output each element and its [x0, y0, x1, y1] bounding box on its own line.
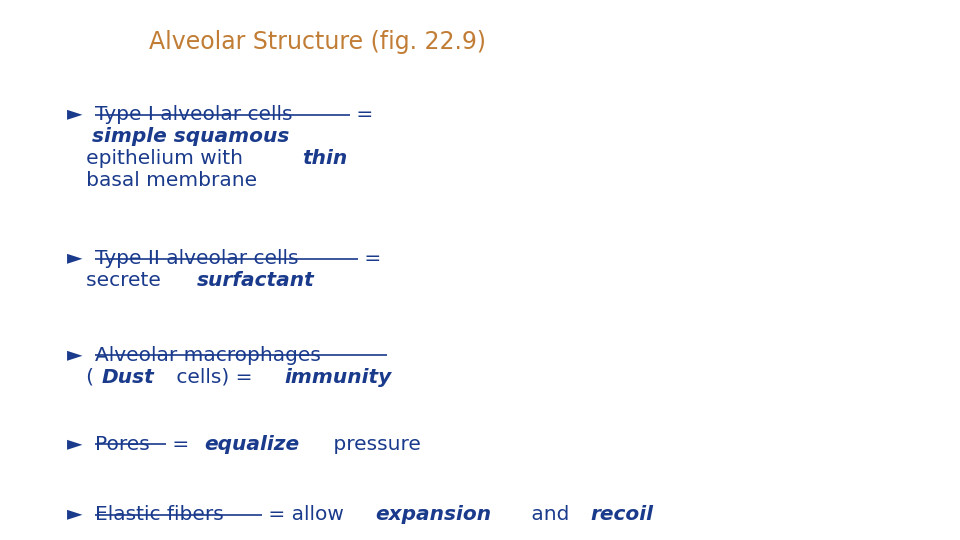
Text: Alveolar Structure (fig. 22.9): Alveolar Structure (fig. 22.9)	[149, 30, 486, 53]
Text: ►: ►	[67, 249, 89, 268]
Text: secrete: secrete	[67, 272, 167, 291]
Text: =: =	[166, 435, 196, 454]
Text: Pores: Pores	[95, 435, 150, 454]
Text: epithelium with: epithelium with	[67, 149, 250, 168]
Text: Type I alveolar cells: Type I alveolar cells	[95, 105, 293, 124]
Text: = allow: = allow	[261, 505, 349, 524]
Text: equalize: equalize	[204, 435, 300, 454]
Text: simple squamous: simple squamous	[92, 127, 289, 146]
Text: Type II alveolar cells: Type II alveolar cells	[95, 249, 299, 268]
Text: Dust: Dust	[102, 368, 155, 387]
Text: ►: ►	[67, 105, 89, 124]
Text: ►: ►	[67, 435, 89, 454]
Text: surfactant: surfactant	[197, 272, 314, 291]
Text: ►: ►	[67, 505, 89, 524]
Text: cells) =: cells) =	[170, 368, 259, 387]
Text: basal membrane: basal membrane	[67, 171, 257, 190]
Text: Alveolar macrophages: Alveolar macrophages	[95, 346, 322, 365]
Text: immunity: immunity	[285, 368, 392, 387]
Text: and: and	[525, 505, 576, 524]
Text: expansion: expansion	[375, 505, 492, 524]
Text: (: (	[67, 368, 94, 387]
Text: ►: ►	[67, 346, 89, 365]
Text: Elastic fibers: Elastic fibers	[95, 505, 225, 524]
Text: recoil: recoil	[590, 505, 654, 524]
Text: pressure: pressure	[327, 435, 420, 454]
Text: thin: thin	[302, 149, 348, 168]
Text: =: =	[358, 249, 381, 268]
Text: =: =	[350, 105, 373, 124]
